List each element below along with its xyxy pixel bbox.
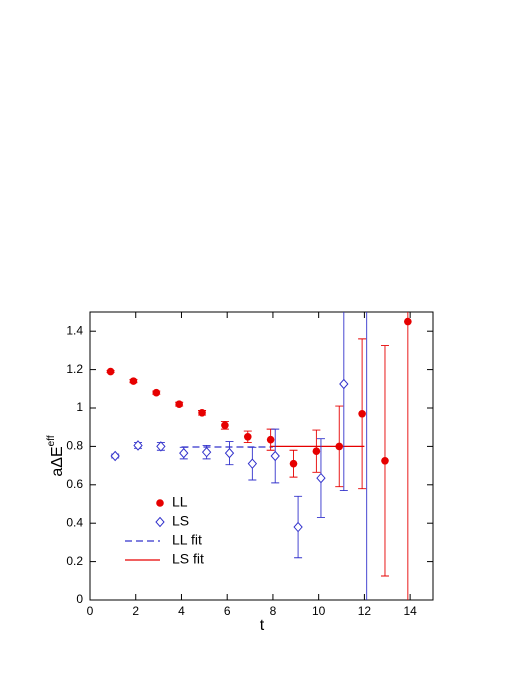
data-point [198,409,206,417]
x-tick-label: 12 [358,604,372,618]
legend-label: LL fit [172,532,202,548]
error-bar [366,312,368,600]
y-axis-label: aΔEeff [46,435,67,476]
data-point [312,447,321,456]
y-tick-label: 0 [76,592,83,606]
legend-marker [156,499,164,507]
data-point [335,442,344,451]
y-tick-label: 0.2 [66,554,83,568]
y-tick-label: 1.2 [66,362,83,376]
data-point [133,440,143,451]
x-tick-label: 6 [224,604,231,618]
legend-label: LS [172,513,189,529]
data-point [106,367,115,376]
x-tick-label: 8 [270,604,277,618]
data-point [201,446,212,458]
x-axis-label: t [260,617,265,634]
plot-frame [89,311,434,601]
data-point [175,400,183,408]
data-point [266,435,275,444]
data-point [152,388,161,397]
x-tick-label: 0 [87,604,94,618]
legend-marker [155,516,165,528]
data-point [110,450,120,462]
legend-label: LL [172,494,188,510]
y-tick-label: 1.4 [66,323,83,337]
data-point [243,433,252,441]
data-point [381,457,389,465]
legend-label: LS fit [172,551,204,567]
y-label-sup: eff [46,435,57,446]
x-tick-label: 14 [403,604,417,618]
data-point [289,459,298,468]
data-point [293,521,303,533]
y-label-main: aΔE [49,446,66,476]
x-tick-label: 2 [132,604,139,618]
y-tick-label: 0.4 [66,515,83,529]
x-tick-label: 10 [312,604,326,618]
data-point [363,288,371,297]
y-tick-label: 0.8 [66,439,83,453]
data-point [339,378,349,390]
y-tick-label: 0.6 [66,477,83,491]
data-point [224,447,235,459]
data-point [316,472,326,484]
y-axis-label-group: aΔEeff [46,435,67,476]
data-point [129,377,138,385]
data-point [247,458,258,469]
data-point [179,447,189,459]
x-tick-label: 4 [178,604,185,618]
y-tick-label: 1 [76,400,83,414]
data-point [156,441,166,452]
data-point [404,317,412,326]
data-point [358,409,366,418]
plot-area [106,288,412,600]
data-point [221,421,229,430]
data-point [270,450,280,462]
